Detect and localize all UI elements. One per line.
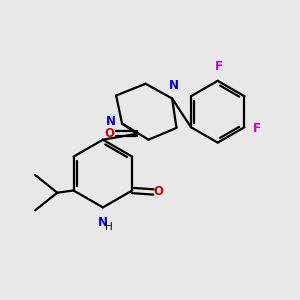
Text: H: H	[106, 222, 113, 232]
Text: F: F	[253, 122, 261, 135]
Text: N: N	[169, 79, 178, 92]
Text: O: O	[105, 127, 115, 140]
Text: N: N	[98, 216, 108, 229]
Text: N: N	[106, 115, 116, 128]
Text: O: O	[154, 185, 164, 199]
Text: F: F	[215, 60, 223, 74]
